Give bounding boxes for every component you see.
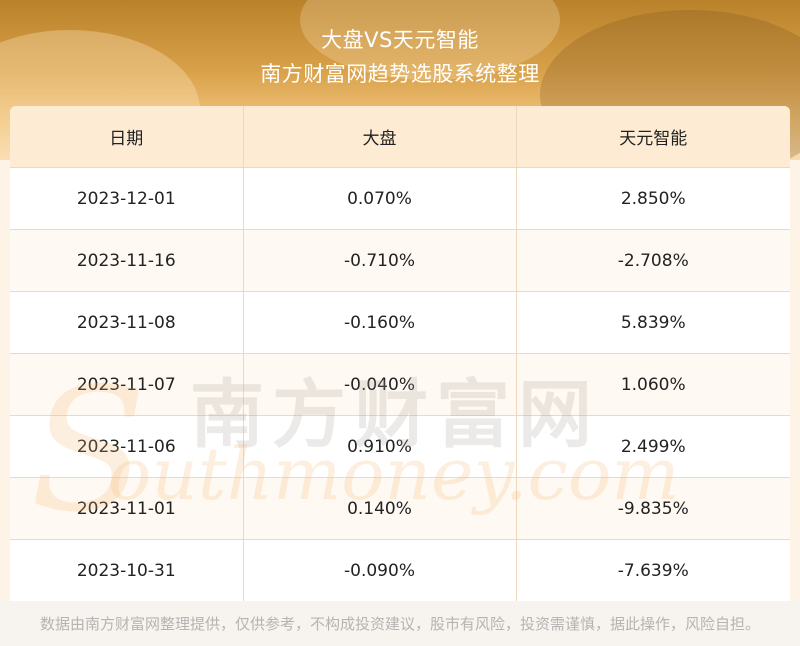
- cell-market: 0.910%: [243, 415, 517, 478]
- cell-date: 2023-11-08: [10, 291, 244, 354]
- table-row: 2023-11-01 0.140% -9.835%: [10, 477, 790, 540]
- cell-market: -0.040%: [243, 353, 517, 416]
- cell-date: 2023-11-01: [10, 477, 244, 540]
- table-row: 2023-12-01 0.070% 2.850%: [10, 167, 790, 230]
- column-header-stock: 天元智能: [516, 106, 790, 168]
- comparison-table: 日期 大盘 天元智能 2023-12-01 0.070% 2.850% 2023…: [10, 106, 790, 601]
- column-header-market: 大盘: [243, 106, 517, 168]
- cell-market: -0.710%: [243, 229, 517, 292]
- page-subtitle: 南方财富网趋势选股系统整理: [260, 62, 540, 86]
- table-row: 2023-11-06 0.910% 2.499%: [10, 415, 790, 478]
- cell-stock: 2.850%: [516, 167, 790, 230]
- cell-stock: -2.708%: [516, 229, 790, 292]
- cell-market: -0.160%: [243, 291, 517, 354]
- cell-stock: 5.839%: [516, 291, 790, 354]
- table-row: 2023-11-16 -0.710% -2.708%: [10, 229, 790, 292]
- cell-date: 2023-10-31: [10, 539, 244, 601]
- cell-stock: 1.060%: [516, 353, 790, 416]
- cell-date: 2023-12-01: [10, 167, 244, 230]
- cell-market: 0.140%: [243, 477, 517, 540]
- cell-stock: -7.639%: [516, 539, 790, 601]
- cell-date: 2023-11-07: [10, 353, 244, 416]
- footer-disclaimer: 数据由南方财富网整理提供，仅供参考，不构成投资建议，股市有风险，投资需谨慎，据此…: [0, 601, 800, 646]
- page-title: 大盘VS天元智能: [321, 28, 479, 52]
- table-row: 2023-10-31 -0.090% -7.639%: [10, 539, 790, 601]
- cell-market: 0.070%: [243, 167, 517, 230]
- column-header-date: 日期: [10, 106, 244, 168]
- cell-market: -0.090%: [243, 539, 517, 601]
- comparison-table-panel: 日期 大盘 天元智能 2023-12-01 0.070% 2.850% 2023…: [10, 106, 790, 601]
- table-row: 2023-11-08 -0.160% 5.839%: [10, 291, 790, 354]
- cell-date: 2023-11-16: [10, 229, 244, 292]
- table-row: 2023-11-07 -0.040% 1.060%: [10, 353, 790, 416]
- cell-stock: -9.835%: [516, 477, 790, 540]
- cell-date: 2023-11-06: [10, 415, 244, 478]
- table-header-row: 日期 大盘 天元智能: [10, 106, 790, 168]
- cell-stock: 2.499%: [516, 415, 790, 478]
